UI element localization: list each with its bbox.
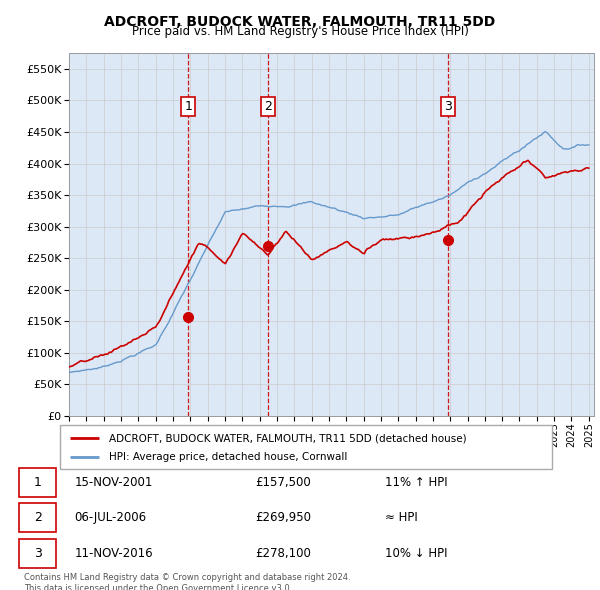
Text: 3: 3 (34, 546, 41, 560)
Text: ADCROFT, BUDOCK WATER, FALMOUTH, TR11 5DD (detached house): ADCROFT, BUDOCK WATER, FALMOUTH, TR11 5D… (109, 433, 467, 443)
Text: HPI: Average price, detached house, Cornwall: HPI: Average price, detached house, Corn… (109, 452, 347, 461)
Text: 1: 1 (184, 100, 192, 113)
Text: £269,950: £269,950 (255, 511, 311, 525)
Text: £278,100: £278,100 (255, 546, 311, 560)
Text: Contains HM Land Registry data © Crown copyright and database right 2024.
This d: Contains HM Land Registry data © Crown c… (24, 573, 350, 590)
Text: Price paid vs. HM Land Registry's House Price Index (HPI): Price paid vs. HM Land Registry's House … (131, 25, 469, 38)
Text: 2: 2 (265, 100, 272, 113)
Text: 15-NOV-2001: 15-NOV-2001 (74, 476, 153, 489)
Text: £157,500: £157,500 (255, 476, 311, 489)
Text: 1: 1 (34, 476, 41, 489)
FancyBboxPatch shape (19, 468, 56, 497)
Text: ≈ HPI: ≈ HPI (385, 511, 418, 525)
FancyBboxPatch shape (19, 503, 56, 532)
Text: 2: 2 (34, 511, 41, 525)
Text: 06-JUL-2006: 06-JUL-2006 (74, 511, 146, 525)
Text: ADCROFT, BUDOCK WATER, FALMOUTH, TR11 5DD: ADCROFT, BUDOCK WATER, FALMOUTH, TR11 5D… (104, 15, 496, 29)
FancyBboxPatch shape (60, 425, 552, 469)
Text: 11% ↑ HPI: 11% ↑ HPI (385, 476, 447, 489)
Text: 3: 3 (444, 100, 452, 113)
Text: 11-NOV-2016: 11-NOV-2016 (74, 546, 153, 560)
Text: 10% ↓ HPI: 10% ↓ HPI (385, 546, 447, 560)
FancyBboxPatch shape (19, 539, 56, 568)
